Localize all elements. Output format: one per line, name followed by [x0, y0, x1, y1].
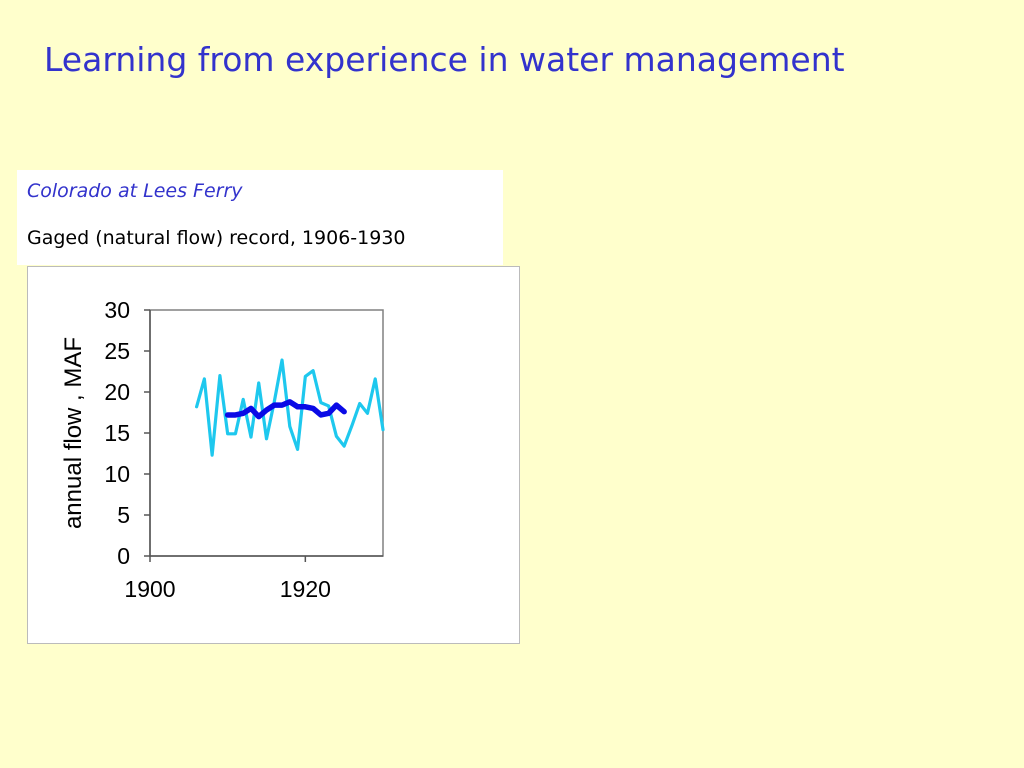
y-tick-label: 25 — [104, 338, 130, 364]
chart-panel: annual flow , MAF 0 5 10 15 20 25 30 1900 1920 — [27, 266, 520, 644]
y-tick-label: 15 — [104, 420, 130, 446]
annual-flow-chart: annual flow , MAF 0 5 10 15 20 25 30 1900 1920 — [60, 297, 385, 602]
caption-title: Colorado at Lees Ferry — [27, 180, 243, 202]
x-tick-label: 1920 — [280, 576, 331, 602]
y-tick-label: 30 — [104, 297, 130, 323]
y-axis-label: annual flow , MAF — [60, 337, 87, 529]
y-tick-label: 20 — [104, 379, 130, 405]
series-line-2 — [224, 399, 347, 420]
x-tick-label: 1900 — [124, 576, 175, 602]
y-tick-label: 0 — [117, 543, 130, 569]
y-axis-label-group: annual flow , MAF — [60, 337, 87, 529]
y-tick-label: 10 — [104, 461, 130, 487]
caption-subtitle: Gaged (natural flow) record, 1906-1930 — [27, 227, 406, 249]
y-tick-label: 5 — [117, 502, 130, 528]
slide-title: Learning from experience in water manage… — [44, 40, 845, 79]
caption-box: Colorado at Lees Ferry Gaged (natural fl… — [17, 170, 503, 265]
series-line-1 — [195, 358, 385, 457]
